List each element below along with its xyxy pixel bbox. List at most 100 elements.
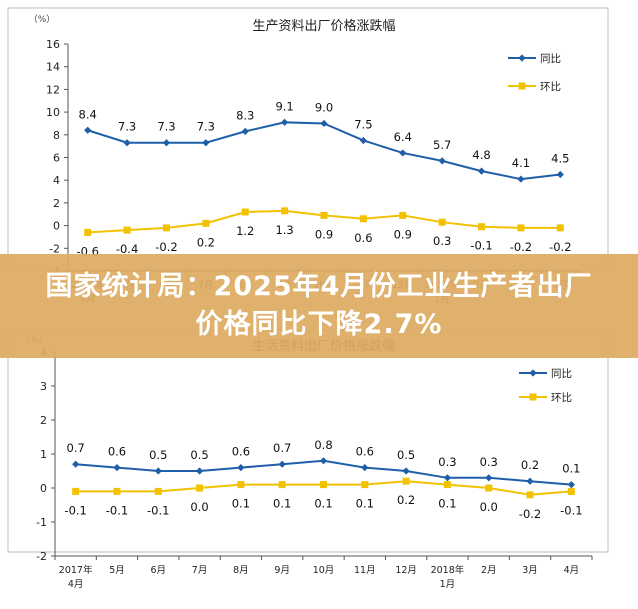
data-label: -0.2 bbox=[519, 507, 541, 521]
legend-marker bbox=[518, 82, 526, 90]
data-point-yoy bbox=[526, 477, 534, 485]
data-label: -0.1 bbox=[147, 503, 169, 517]
data-label: 1.2 bbox=[236, 224, 254, 238]
data-point-mom bbox=[485, 484, 493, 492]
data-label: 8.3 bbox=[236, 108, 254, 122]
data-point-yoy bbox=[320, 119, 328, 128]
y-tick-label: 14 bbox=[46, 61, 60, 74]
data-point-yoy bbox=[113, 464, 121, 472]
data-point-mom bbox=[526, 491, 534, 499]
y-tick-label: 4 bbox=[53, 174, 60, 187]
data-label: 0.0 bbox=[190, 500, 208, 514]
legend-marker bbox=[529, 369, 537, 377]
data-point-mom bbox=[123, 226, 131, 234]
data-point-mom bbox=[359, 215, 367, 223]
x-tick-label-line2: 1月 bbox=[440, 579, 456, 590]
data-point-yoy bbox=[359, 136, 367, 145]
x-tick-label: 7月 bbox=[192, 565, 208, 576]
data-point-mom bbox=[556, 224, 564, 232]
legend-label: 环比 bbox=[551, 391, 572, 404]
y-tick-label: -1 bbox=[36, 516, 47, 529]
data-label: 0.1 bbox=[314, 497, 332, 511]
y-tick-label: 2 bbox=[40, 414, 47, 427]
data-label: 0.0 bbox=[480, 500, 498, 514]
data-label: -0.2 bbox=[549, 240, 571, 254]
x-tick-label: 2017年 bbox=[59, 564, 93, 576]
chart-producer-goods: 生产资料出厂价格涨跌幅（%）-4-202468101214162017年4月5月… bbox=[7, 7, 609, 305]
data-point-yoy bbox=[195, 467, 204, 475]
headline: 国家统计局：2025年4月份工业生产者出厂价格同比下降2.7% bbox=[45, 271, 593, 340]
data-point-yoy bbox=[84, 126, 92, 134]
data-label: 0.1 bbox=[562, 462, 580, 476]
y-tick-label: 6 bbox=[53, 152, 60, 165]
data-point-mom bbox=[278, 481, 286, 489]
x-tick-label: 9月 bbox=[274, 565, 290, 576]
data-point-yoy bbox=[438, 157, 446, 165]
data-point-mom bbox=[72, 487, 80, 495]
data-point-mom bbox=[443, 481, 451, 489]
data-point-mom bbox=[241, 208, 249, 216]
data-label: 0.6 bbox=[354, 231, 372, 245]
x-tick-label: 5月 bbox=[109, 565, 125, 576]
data-label: 8.4 bbox=[79, 107, 97, 121]
data-label: -0.1 bbox=[470, 239, 492, 253]
y-tick-label: 10 bbox=[46, 106, 60, 119]
data-label: 6.4 bbox=[394, 130, 412, 144]
x-tick-label: 2018年 bbox=[431, 564, 465, 576]
x-tick-label: 10月 bbox=[313, 565, 335, 576]
data-point-mom bbox=[402, 477, 410, 485]
x-tick-label: 4月 bbox=[564, 565, 580, 576]
chart-consumer-goods: 生活资料出厂价格涨跌幅（%）-2-1012342017年4月5月6月7月8月9月… bbox=[7, 329, 609, 590]
data-label: 0.2 bbox=[197, 235, 215, 249]
data-label: 4.1 bbox=[512, 156, 530, 170]
data-label: -0.2 bbox=[155, 240, 177, 254]
data-label: -0.2 bbox=[510, 240, 532, 254]
y-tick-label: 3 bbox=[40, 380, 47, 393]
data-label: -0.1 bbox=[560, 503, 582, 517]
data-point-mom bbox=[202, 219, 210, 227]
data-point-mom bbox=[154, 487, 162, 495]
data-point-mom bbox=[320, 211, 328, 219]
data-point-mom bbox=[237, 481, 245, 489]
x-tick-label: 6月 bbox=[150, 565, 166, 576]
y-tick-label: 1 bbox=[40, 448, 47, 461]
data-point-yoy bbox=[241, 127, 249, 135]
data-label: 0.2 bbox=[397, 493, 415, 507]
legend-marker bbox=[529, 393, 537, 401]
data-point-mom bbox=[567, 487, 575, 495]
data-label: 0.1 bbox=[232, 497, 250, 511]
y-tick-label: 0 bbox=[53, 220, 60, 233]
data-label: 0.3 bbox=[438, 455, 456, 469]
data-label: 9.1 bbox=[275, 99, 293, 113]
data-point-yoy bbox=[399, 149, 407, 157]
data-point-yoy bbox=[485, 474, 493, 482]
data-label: 0.6 bbox=[108, 445, 126, 459]
data-point-mom bbox=[399, 211, 407, 219]
data-label: 4.8 bbox=[472, 148, 490, 162]
y-axis-unit: （%） bbox=[29, 14, 56, 25]
data-label: 7.3 bbox=[118, 120, 136, 134]
y-tick-label: 12 bbox=[46, 83, 60, 96]
data-label: 0.1 bbox=[356, 497, 374, 511]
data-point-mom bbox=[517, 224, 525, 232]
legend-marker bbox=[518, 54, 526, 62]
chart-title: 生产资料出厂价格涨跌幅 bbox=[252, 18, 395, 34]
data-label: 0.7 bbox=[67, 441, 85, 455]
data-point-yoy bbox=[443, 474, 452, 482]
data-label: 0.5 bbox=[397, 448, 415, 462]
chart-border bbox=[7, 329, 609, 553]
data-label: 0.6 bbox=[356, 445, 374, 459]
data-point-yoy bbox=[556, 170, 564, 179]
data-label: -0.1 bbox=[106, 503, 128, 517]
data-label: 7.5 bbox=[354, 117, 372, 131]
data-point-yoy bbox=[567, 481, 575, 489]
data-point-yoy bbox=[123, 139, 131, 147]
data-point-yoy bbox=[402, 467, 410, 475]
data-point-yoy bbox=[237, 464, 245, 472]
data-point-yoy bbox=[477, 167, 486, 175]
data-label: -0.4 bbox=[116, 242, 138, 256]
data-label: 7.3 bbox=[157, 120, 175, 134]
data-label: 0.5 bbox=[190, 448, 208, 462]
data-point-yoy bbox=[202, 139, 210, 147]
